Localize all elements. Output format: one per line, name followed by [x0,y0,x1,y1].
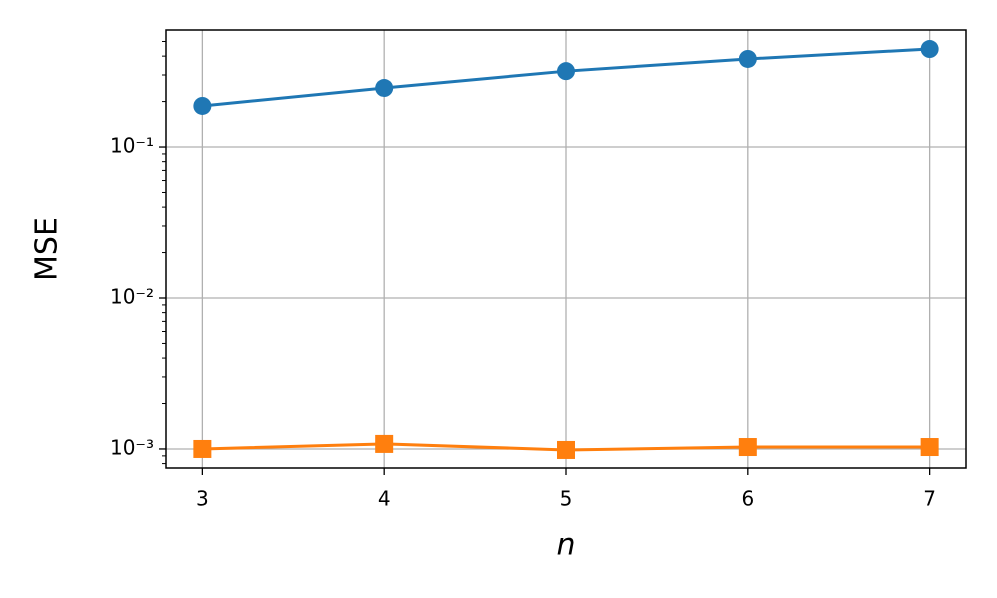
marker [920,40,939,59]
marker [738,49,757,68]
y-tick-label: 10⁻² [110,284,154,308]
marker [193,96,212,115]
x-tick-label: 3 [196,487,209,511]
x-tick-label: 5 [560,487,573,511]
marker [375,79,394,98]
marker [193,439,212,458]
x-tick-label: 6 [741,487,754,511]
x-axis-label: n [556,528,575,563]
x-tick-label: 7 [923,487,936,511]
marker [557,62,575,81]
marker [920,438,939,457]
y-tick-label: 10⁻³ [110,435,154,459]
marker [557,440,575,459]
x-tick-label: 4 [378,487,391,511]
y-tick-label: 10⁻¹ [110,134,154,158]
marker [375,434,394,453]
y-axis-label: MSE [30,217,65,281]
plot-frame [165,29,967,469]
marker [738,438,757,457]
